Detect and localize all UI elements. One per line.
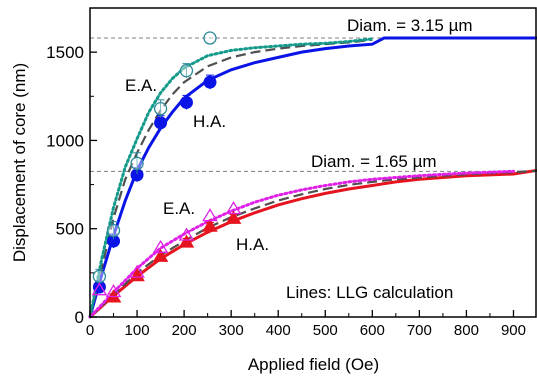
data-point-3.15um-filled-circle (154, 116, 168, 130)
x-tick-label: 900 (501, 322, 526, 339)
annotation-easy-axis-large: E.A. (125, 76, 157, 95)
y-tick-label: 1500 (46, 43, 84, 62)
x-tick-label: 200 (172, 322, 197, 339)
annotation-easy-axis-small: E.A. (163, 199, 195, 218)
data-point-3.15um-open-circle (153, 101, 168, 116)
data-point-1.65um-filled-triangle (225, 210, 242, 224)
data-point-1.65um-open-triangle (178, 227, 195, 241)
data-point-1.65um-open-triangle (152, 239, 169, 253)
annotation-hard-axis-large: H.A. (193, 112, 226, 131)
series-line-3.15um-dotted (88, 37, 374, 319)
series-line-3.15um-dashed (88, 38, 373, 318)
data-point-1.65um-open-triangle (105, 284, 122, 298)
y-tick-label: 500 (56, 220, 84, 239)
x-tick-label: 500 (313, 322, 338, 339)
data-point-1.65um-filled-triangle (202, 218, 218, 232)
data-point-1.65um-open-triangle (225, 201, 242, 215)
annotation-diameter-large: Diam. = 3.15 µm (347, 16, 473, 35)
x-tick-label: 100 (125, 322, 150, 339)
data-point-3.15um-open-circle (92, 269, 107, 284)
x-tick-label: 300 (219, 322, 244, 339)
y-tick-label: 1000 (46, 131, 84, 150)
x-tick-label: 400 (266, 322, 291, 339)
data-point-3.15um-open-circle (106, 223, 121, 238)
annotation-lines-note: Lines: LLG calculation (286, 283, 453, 302)
plot-frame (89, 7, 537, 318)
y-axis-label: Displacement of core (nm) (10, 63, 29, 262)
data-point-1.65um-filled-triangle (129, 268, 145, 282)
data-point-3.15um-filled-circle (179, 95, 193, 109)
series-line-1.65um-dotted (88, 169, 515, 319)
data-point-1.65um-open-triangle (202, 208, 218, 222)
axis-ticks: 0 100 200 300 400 500 600 700 800 900 0 500 1000 1500 (46, 43, 526, 339)
annotation-diameter-small: Diam. = 1.65 µm (311, 152, 437, 171)
data-point-3.15um-open-circle (130, 156, 144, 171)
x-tick-label: 800 (454, 322, 479, 339)
data-point-3.15um-open-circle (179, 64, 194, 78)
y-tick-label: 0 (75, 308, 84, 327)
data-point-1.65um-open-triangle (91, 282, 108, 296)
data-point-1.65um-open-triangle (129, 264, 145, 278)
x-axis-label: Applied field (Oe) (248, 355, 379, 374)
data-point-3.15um-filled-circle (203, 75, 217, 89)
series-markers (91, 31, 242, 303)
data-point-1.65um-filled-triangle (178, 234, 195, 248)
data-point-3.15um-open-circle (203, 31, 217, 45)
x-tick-label: 700 (407, 322, 432, 339)
data-point-1.65um-filled-triangle (152, 248, 169, 262)
annotation-hard-axis-small: H.A. (236, 235, 269, 254)
x-tick-label: 600 (360, 322, 385, 339)
x-tick-label: 0 (86, 322, 94, 339)
